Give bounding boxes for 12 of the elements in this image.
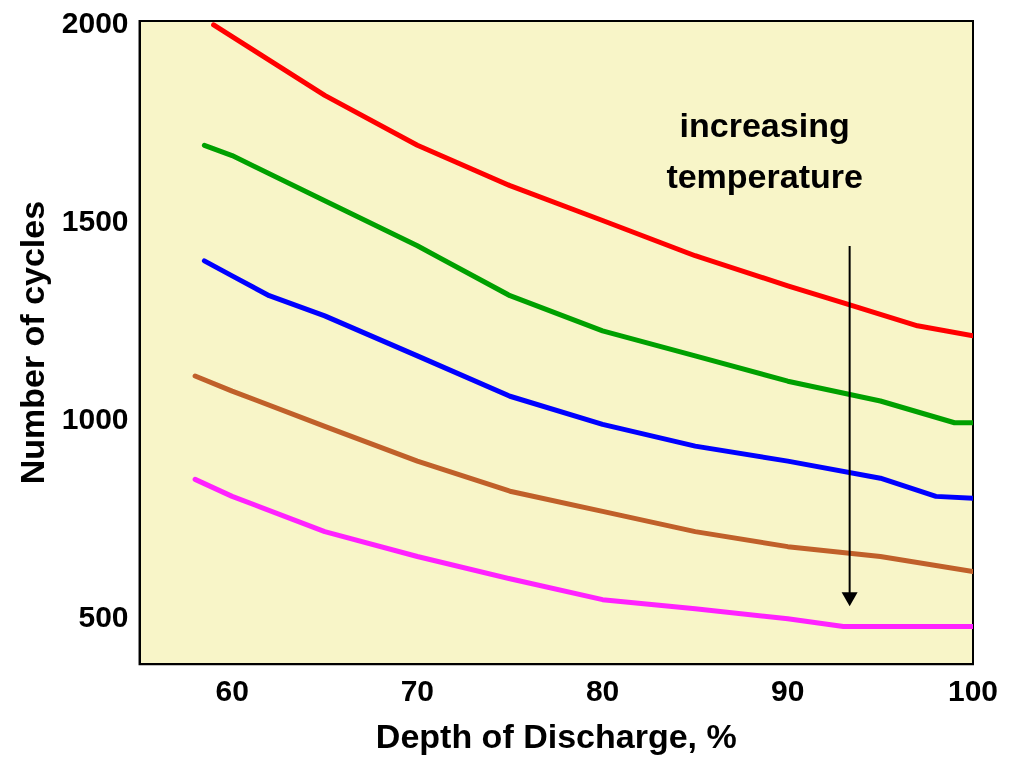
x-tick-label: 90: [771, 674, 805, 708]
x-tick-label: 60: [215, 674, 249, 708]
y-tick-label: 2000: [61, 6, 129, 40]
y-axis-title: Number of cycles: [12, 200, 51, 485]
x-tick-label: 70: [400, 674, 435, 708]
x-tick-label: 80: [585, 674, 620, 708]
x-axis-title: Depth of Discharge, %: [375, 716, 737, 755]
annotation: increasing temperature: [666, 105, 863, 196]
x-tick-label: 100: [947, 674, 999, 708]
y-tick-label: 1500: [61, 204, 129, 238]
y-tick-label: 500: [78, 599, 129, 633]
y-tick-label: 1000: [61, 402, 129, 436]
